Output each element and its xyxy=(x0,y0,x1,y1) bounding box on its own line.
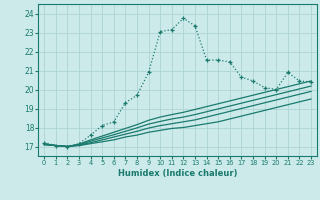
X-axis label: Humidex (Indice chaleur): Humidex (Indice chaleur) xyxy=(118,169,237,178)
